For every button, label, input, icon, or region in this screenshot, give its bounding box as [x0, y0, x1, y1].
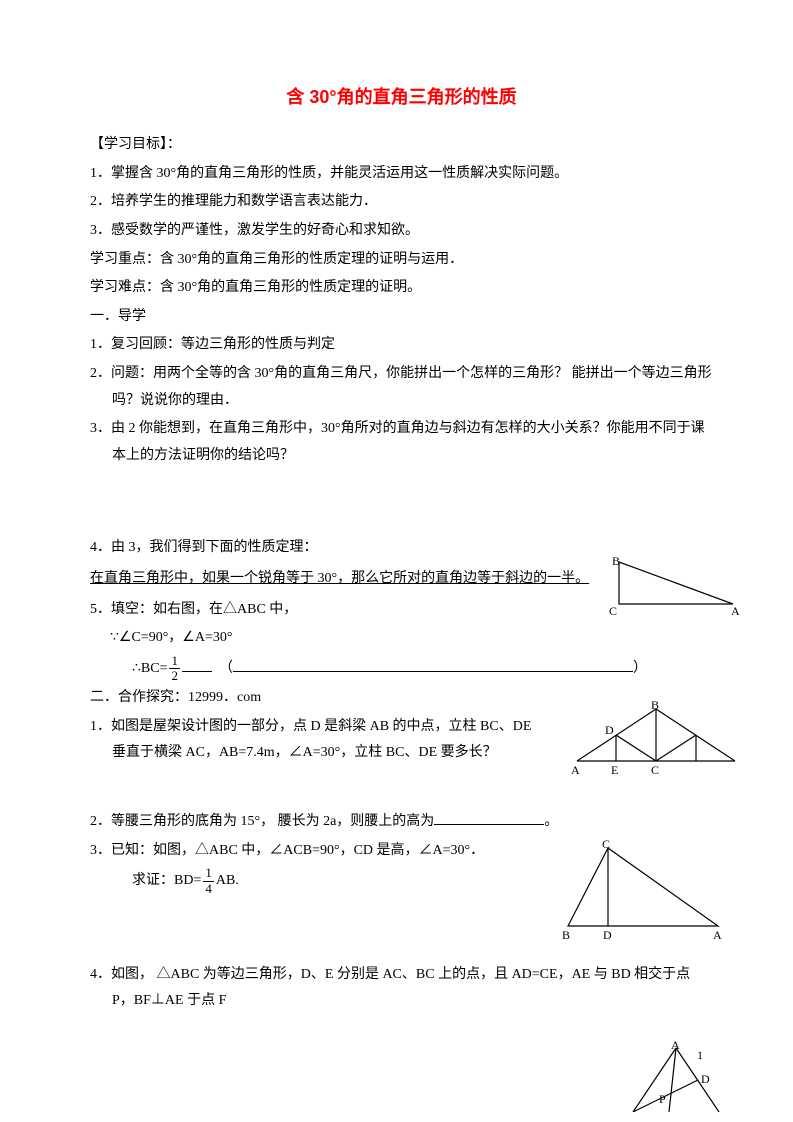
label-A: A: [731, 600, 740, 623]
paren-open: （: [219, 661, 233, 676]
blank-reason: [233, 671, 633, 672]
figure-altitude-triangle: B D A C: [558, 836, 728, 941]
label-E: E: [611, 759, 618, 782]
sec1-item3: 3．由 2 你能想到，在直角三角形中，30°角所对的直角边与斜边有怎样的大小关系…: [90, 416, 713, 469]
blank-after-frac: [182, 671, 212, 672]
prove-ab: AB.: [216, 873, 239, 888]
bc-eq: ∴BC=: [132, 661, 167, 676]
fraction-1-2: 12: [169, 654, 180, 684]
label-C: C: [602, 833, 610, 856]
paren-close: ）: [633, 661, 647, 676]
figure-roof-truss: A E C D B: [571, 699, 741, 779]
prove-text: 求证：BD=: [132, 873, 201, 888]
figure-right-triangle: B C A: [611, 556, 741, 614]
goal-1: 1．掌握含 30°角的直角三角形的性质，并能灵活运用这一性质解决实际问题。: [90, 161, 713, 188]
label-A: A: [713, 924, 722, 947]
label-D: D: [701, 1068, 710, 1091]
figure-equilateral-partial: A D P: [621, 1042, 731, 1112]
label-D: D: [605, 719, 614, 742]
label-A: A: [671, 1034, 680, 1057]
goal-2: 2．培养学生的推理能力和数学语言表达能力．: [90, 189, 713, 216]
blank-height: [434, 824, 544, 825]
sec1-item2: 2．问题：用两个全等的含 30°角的直角三角尺，你能拼出一个怎样的三角形？ 能拼…: [90, 361, 713, 414]
label-P: P: [659, 1088, 666, 1111]
sec1-heading: 一．导学: [90, 304, 713, 331]
theorem: 在直角三角形中，如果一个锐角等于 30°，那么它所对的直角边等于斜边的一半。: [90, 566, 589, 593]
page-number: 1: [697, 1044, 703, 1067]
triangle-svg: [611, 556, 741, 614]
learning-goal-label: 【学习目标】：: [90, 132, 713, 159]
sec1-item1: 1．复习回顾：等边三角形的性质与判定: [90, 332, 713, 359]
fraction-1-4: 14: [203, 866, 214, 896]
page-title: 含 30°角的直角三角形的性质: [90, 80, 713, 114]
focus: 学习重点：含 30°角的直角三角形的性质定理的证明与运用．: [90, 247, 713, 274]
sec2-item4: 4．如图， △ABC 为等边三角形，D、E 分别是 AC、BC 上的点，且 AD…: [90, 962, 713, 1015]
label-B: B: [651, 694, 659, 717]
difficulty: 学习难点：含 30°角的直角三角形的性质定理的证明。: [90, 275, 713, 302]
sec2-item2-tail: 。: [544, 814, 558, 829]
label-C: C: [609, 600, 617, 623]
sec2-item2: 2．等腰三角形的底角为 15°， 腰长为 2a，则腰上的高为 。: [90, 809, 713, 836]
goal-3: 3．感受数学的严谨性，激发学生的好奇心和求知欲。: [90, 218, 713, 245]
label-B: B: [612, 550, 620, 573]
sec1-item5-line2: ∴BC=12 （ ）: [90, 654, 713, 684]
sec2-item2-lead: 2．等腰三角形的底角为 15°， 腰长为 2a，则腰上的高为: [90, 814, 434, 829]
label-C: C: [651, 759, 659, 782]
sec1-item5-line1: ∵∠C=90°，∠A=30°: [90, 625, 713, 652]
alt-triangle-svg: [558, 836, 728, 941]
label-D: D: [603, 924, 612, 947]
label-B: B: [562, 924, 570, 947]
label-A: A: [571, 759, 580, 782]
